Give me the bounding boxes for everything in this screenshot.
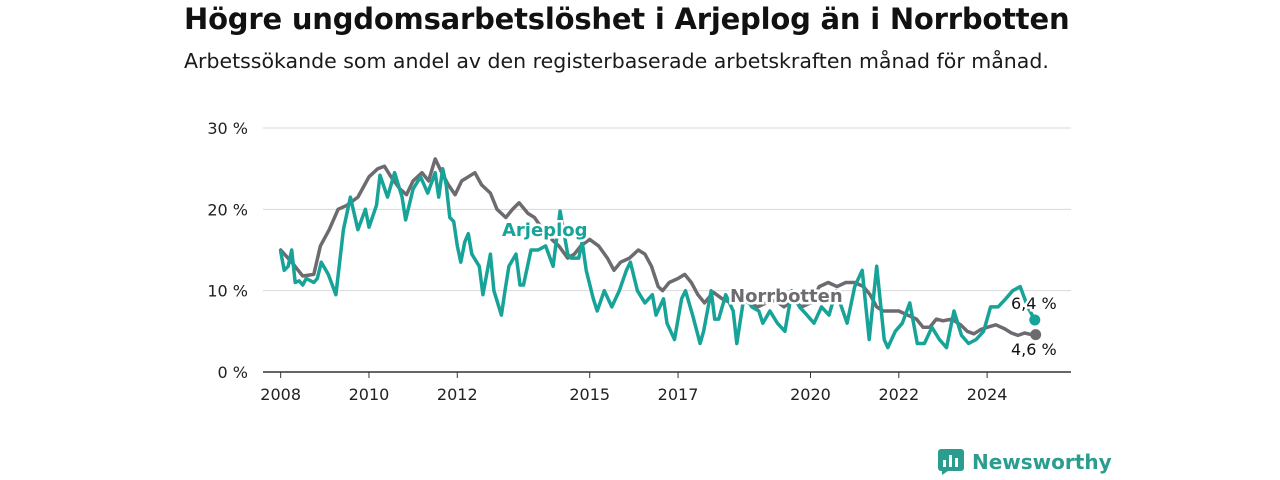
series-lines: [278, 157, 1042, 350]
newsworthy-logo: Newsworthy: [938, 449, 1112, 475]
x-tick-label: 2022: [878, 385, 919, 404]
end-value-label-arjeplog: 6,4 %: [1011, 294, 1057, 313]
y-tick-label: 0 %: [218, 363, 248, 382]
x-tick-label: 2017: [658, 385, 699, 404]
x-tick-label: 2024: [967, 385, 1008, 404]
x-tick-label: 2015: [569, 385, 610, 404]
y-tick-label: 10 %: [207, 282, 248, 301]
end-point-arjeplog: [1029, 314, 1041, 326]
brand-name: Newsworthy: [972, 450, 1112, 474]
y-tick-label: 30 %: [207, 119, 248, 138]
y-axis-ticks: 0 % 10 % 20 % 30 %: [207, 119, 248, 382]
x-tick-label: 2020: [790, 385, 831, 404]
series-label-arjeplog: Arjeplog: [502, 220, 588, 241]
x-tick-label: 2010: [349, 385, 390, 404]
x-tick-label: 2008: [260, 385, 301, 404]
x-tick-label: 2012: [437, 385, 478, 404]
x-axis-ticks: 2008 2010 2012 2015 2017 2020 2022 2024: [260, 372, 1007, 404]
series-line-arjeplog: [278, 166, 1037, 350]
chart-subtitle: Arbetssökande som andel av den registerb…: [184, 49, 1049, 73]
bar-chart-icon: [938, 449, 964, 475]
end-value-label-norrbotten: 4,6 %: [1011, 340, 1057, 359]
chart-title: Högre ungdomsarbetslöshet i Arjeplog än …: [184, 2, 1070, 36]
y-tick-label: 20 %: [207, 200, 248, 219]
series-labels: Norrbotten Arjeplog 4,6 % 6,4 %: [500, 218, 1060, 362]
end-point-norrbotten: [1030, 329, 1042, 341]
series-line-norrbotten: [278, 157, 1038, 338]
series-label-norrbotten: Norrbotten: [730, 286, 843, 307]
gridlines: [263, 127, 1071, 373]
